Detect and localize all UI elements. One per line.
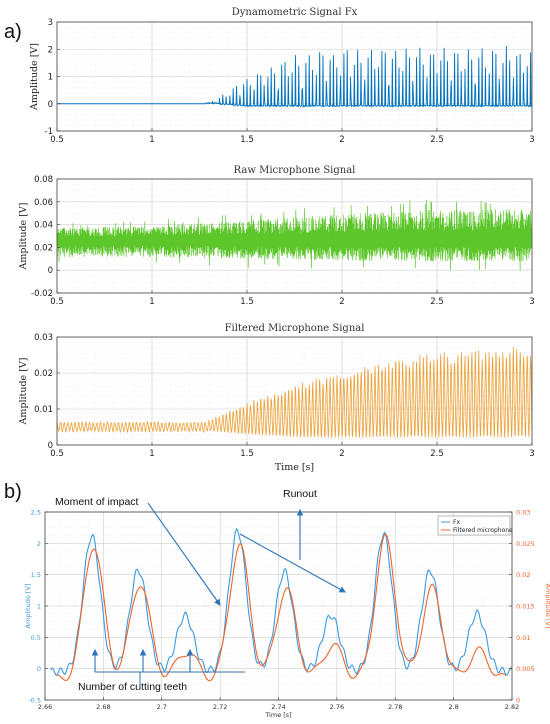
y-tick-label: -1: [45, 127, 53, 137]
x-tick-label: 3: [529, 297, 534, 307]
x-tick-label: 2.66: [38, 703, 52, 711]
x-tick-label: 2.74: [271, 703, 285, 711]
plot-frame-1: [56, 178, 533, 294]
grid-layer: [44, 21, 533, 701]
panel-label-b: b): [4, 481, 22, 503]
x-tick-label: 0.5: [50, 449, 64, 459]
x-tick-label: 2.78: [388, 703, 402, 711]
arrow-runout-line: [239, 533, 346, 593]
y-right-tick-label: 0: [516, 697, 520, 705]
annotation-arrows: [91, 502, 346, 690]
legend-label-filtered: Filtered microphone: [453, 527, 513, 534]
text-layer: Dynamometric Signal Fx 0.5 1 1.5 2 2.5 3 -1 0 1 2 3…: [18, 7, 550, 719]
x-tick-label: 2.68: [96, 703, 110, 711]
x-tick-label: 1.5: [240, 135, 254, 145]
x-axis-label: Time [s]: [264, 711, 291, 719]
x-tick-label: 3: [529, 449, 534, 459]
x-tick-label: 2.76: [330, 703, 344, 711]
annotation-cutting-teeth: Number of cutting teeth: [78, 681, 187, 693]
arrow-moment-of-impact: [147, 502, 221, 606]
y-tick-label: 0.04: [34, 221, 53, 231]
y-left-tick-label: 1: [37, 603, 41, 611]
y-right-axis-label: Amplitude [V]: [544, 584, 550, 629]
y-tick-label: 1: [48, 73, 53, 83]
x-tick-label: 1.5: [240, 297, 254, 307]
y-left-axis-label: Amplitude [V]: [24, 584, 32, 629]
y-tick-label: -0.02: [31, 289, 53, 299]
x-tick-label: 2.72: [213, 703, 227, 711]
series-filtered-zoom-line: [56, 533, 507, 682]
x-tick-label: 2: [339, 449, 344, 459]
x-tick-label: 2: [339, 135, 344, 145]
x-tick-label: 2.5: [430, 135, 444, 145]
series-fx-line: [57, 45, 533, 109]
x-tick-label: 1: [149, 297, 154, 307]
series-raw-mic-line: [56, 199, 533, 271]
x-tick-label: 0.5: [50, 297, 64, 307]
chart-title-filtered-mic: Filtered Microphone Signal: [225, 323, 365, 334]
x-tick-label: 2.5: [430, 449, 444, 459]
x-tick-label: 2.7: [157, 703, 167, 711]
y-right-tick-label: 0.03: [516, 509, 530, 517]
y-tick-label: 0.03: [34, 333, 53, 343]
chart-title-fx: Dynamometric Signal Fx: [232, 7, 358, 18]
panel-label-a: a): [4, 21, 22, 43]
y-axis-label: Amplitude [V]: [18, 358, 29, 426]
x-tick-label: 0.5: [50, 135, 64, 145]
y-right-tick-label: 0.005: [516, 665, 535, 673]
y-left-tick-label: 0.5: [31, 634, 41, 642]
annotation-moment-of-impact: Moment of impact: [55, 496, 139, 508]
y-left-tick-label: 1.5: [31, 571, 41, 579]
y-left-tick-label: 2.5: [31, 509, 41, 517]
x-tick-label: 2.82: [505, 703, 519, 711]
y-tick-label: 0: [48, 100, 53, 110]
chart-title-raw-mic: Raw Microphone Signal: [234, 165, 356, 176]
y-tick-label: 3: [48, 18, 53, 28]
y-left-tick-label: 2: [37, 540, 41, 548]
y-tick-label: 0.02: [34, 369, 53, 379]
plot-frame-2: [56, 336, 533, 446]
annotation-runout: Runout: [283, 488, 317, 500]
y-right-tick-label: 0.01: [516, 634, 530, 642]
y-right-tick-label: 0.025: [516, 540, 535, 548]
x-tick-label: 1: [149, 135, 154, 145]
y-tick-label: 0.01: [34, 405, 53, 415]
x-tick-label: 1: [149, 449, 154, 459]
x-axis-label: Time [s]: [275, 462, 314, 473]
y-axis-label: Amplitude [V]: [29, 43, 40, 111]
series-fx-zoom-line: [50, 527, 513, 677]
data-layer: [50, 45, 533, 682]
plot-frame-0: [56, 21, 533, 132]
frame-layer: [44, 21, 533, 701]
y-tick-label: 2: [48, 45, 53, 55]
x-tick-label: 3: [529, 135, 534, 145]
x-tick-label: 2.5: [430, 297, 444, 307]
y-left-tick-label: 0: [37, 665, 41, 673]
y-right-tick-label: 0.015: [516, 603, 535, 611]
y-right-tick-label: 0.02: [516, 571, 530, 579]
y-tick-label: 0.02: [34, 243, 53, 253]
legend-label-fx: Fx: [453, 519, 460, 526]
y-tick-label: 0: [48, 441, 53, 451]
series-filtered-mic-line: [56, 347, 533, 439]
x-tick-label: 2.8: [448, 703, 458, 711]
y-tick-label: 0: [48, 266, 53, 276]
x-tick-label: 2: [339, 297, 344, 307]
y-axis-label: Amplitude [V]: [18, 203, 29, 271]
x-tick-label: 1.5: [240, 449, 254, 459]
y-tick-label: 0.08: [34, 175, 53, 185]
y-left-tick-label: -0.5: [28, 697, 41, 705]
legend-box: [437, 515, 511, 536]
y-tick-label: 0.06: [34, 198, 53, 208]
